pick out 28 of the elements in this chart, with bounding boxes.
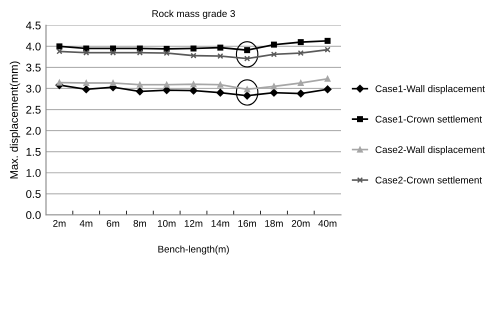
x-tick-label: 8m <box>134 220 146 227</box>
x-tick-label: 14m <box>212 220 230 227</box>
x-tick-label: 20m <box>292 220 310 227</box>
y-tick-label: 3.5 <box>26 64 41 72</box>
y-tick-label: 0.0 <box>26 211 41 220</box>
x-tick-label: 16m <box>238 220 256 227</box>
x-tick-label: 40m <box>318 220 336 227</box>
y-tick-label: 4.5 <box>26 22 41 30</box>
y-tick-label: 2.5 <box>26 106 41 114</box>
legend-label: Case1-Crown settlement <box>376 115 482 123</box>
chart-title: Rock mass grade 3 <box>152 10 235 19</box>
y-axis-title: Max. displacement(mm) <box>10 61 20 178</box>
y-tick-label: 4.0 <box>26 42 41 50</box>
x-tick-label: 2m <box>53 220 66 227</box>
x-axis-title: Bench-length(m) <box>158 245 229 255</box>
legend-label: Case2-Wall displacement <box>376 146 485 156</box>
y-tick-label: 3.0 <box>26 84 41 93</box>
x-tick-label: 4m <box>80 220 92 227</box>
legend-label: Case2-Crown settlement <box>376 176 482 184</box>
legend-label: Case1-Wall displacement <box>376 85 485 94</box>
x-tick-label: 12m <box>184 220 202 227</box>
y-tick-label: 0.5 <box>26 190 41 198</box>
y-tick-label: 1.5 <box>26 148 41 156</box>
y-tick-label: 2.0 <box>26 126 41 135</box>
x-tick-label: 18m <box>265 220 283 227</box>
x-tick-label: 6m <box>106 220 120 227</box>
x-tick-label: 10m <box>158 220 176 227</box>
y-tick-label: 1.0 <box>26 169 41 177</box>
